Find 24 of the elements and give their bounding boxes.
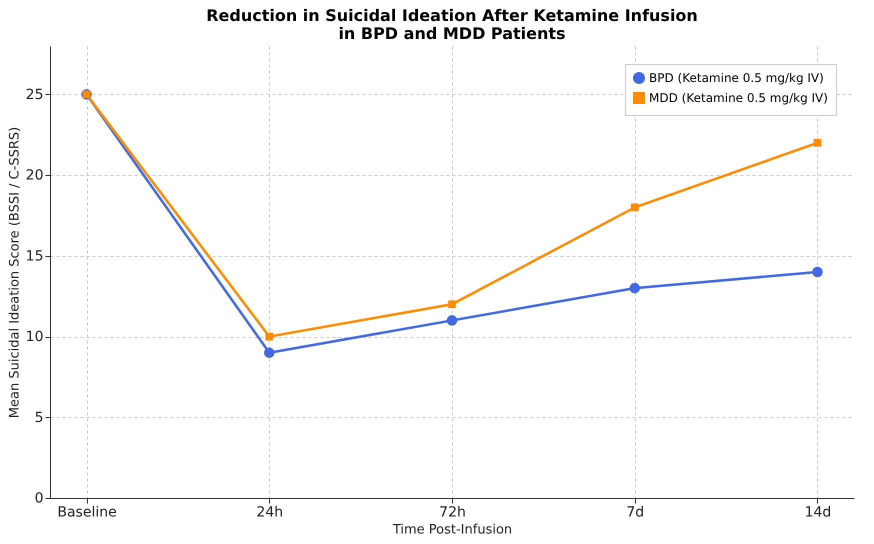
y-tick-label: 0 bbox=[34, 490, 44, 506]
point bbox=[446, 315, 458, 326]
point bbox=[264, 347, 275, 358]
legend-label: BPD (Ketamine 0.5 mg/kg IV) bbox=[649, 71, 824, 85]
y-tick-label: 20 bbox=[26, 168, 44, 184]
y-tick-label: 5 bbox=[34, 410, 44, 426]
y-axis-title: Mean Suicidal Ideation Score (BSSI / C-SSRS) bbox=[8, 126, 23, 418]
chart-title: Reduction in Suicidal Ideation After Ketamine Infusion in BPD and MDD Patients bbox=[206, 6, 698, 43]
legend-label: MDD (Ketamine 0.5 mg/kg IV) bbox=[649, 91, 828, 105]
point bbox=[630, 204, 639, 212]
x-tick-label: 24h bbox=[256, 504, 284, 520]
x-tick-label: 14d bbox=[804, 504, 832, 520]
point bbox=[814, 138, 822, 147]
y-tick-label: 10 bbox=[26, 329, 44, 346]
point bbox=[812, 266, 823, 278]
x-tick-label: Baseline bbox=[57, 504, 117, 520]
point bbox=[265, 332, 274, 340]
x-tick-label: 7d bbox=[626, 504, 644, 520]
x-axis-title: Time Post-Infusion bbox=[392, 522, 512, 538]
y-tick-label: 25 bbox=[26, 86, 44, 103]
y-tick-label: 15 bbox=[26, 248, 44, 264]
point bbox=[448, 300, 456, 308]
point bbox=[629, 282, 640, 294]
x-tick-label: 72h bbox=[439, 504, 466, 520]
